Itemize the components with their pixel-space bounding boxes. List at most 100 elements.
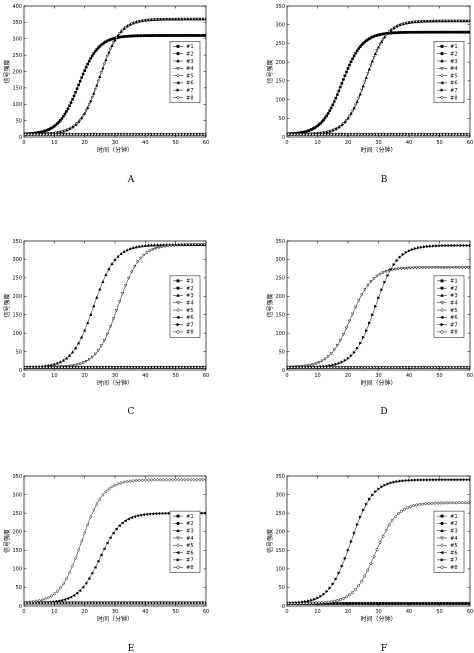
data-point [405, 21, 410, 25]
data-point [421, 266, 425, 270]
chart-panel-f: 0 10 20 30 40 50 60 0 50 100 150 200 250 300 350 时间（分钟）… [266, 474, 473, 653]
data-point [154, 247, 158, 251]
data-point [344, 366, 349, 369]
legend-entry: #3 [173, 529, 194, 535]
data-point [445, 366, 449, 369]
data-point [328, 363, 332, 368]
data-point [381, 271, 385, 275]
data-point [329, 133, 333, 136]
data-point [429, 478, 433, 482]
data-point [137, 478, 141, 483]
y-tick-label: 400 [12, 4, 22, 10]
y-tick-label: 350 [275, 239, 285, 245]
data-point [308, 133, 312, 136]
data-point [415, 133, 419, 136]
x-tick-label: 30 [112, 373, 118, 379]
legend-label: #3 [186, 59, 194, 65]
data-point [335, 601, 339, 606]
y-tick-label: 250 [12, 53, 22, 59]
data-point [439, 266, 443, 270]
data-point [408, 601, 412, 606]
data-point [408, 505, 413, 508]
data-point [51, 601, 55, 605]
data-point [48, 133, 52, 136]
data-point [33, 133, 37, 136]
x-axis-title: 时间（分钟） [360, 615, 396, 623]
data-point [108, 133, 112, 136]
y-tick-label: 100 [12, 567, 22, 573]
data-point [426, 244, 430, 249]
data-point [445, 19, 449, 23]
data-point [386, 273, 390, 278]
legend-marker [176, 286, 180, 290]
data-point [54, 133, 58, 136]
data-point [460, 501, 464, 505]
panel-label: E [128, 644, 135, 653]
data-point [122, 480, 126, 485]
y-tick-label: 250 [275, 41, 285, 47]
data-point [399, 30, 403, 34]
legend-marker [440, 565, 444, 569]
legend-label: #6 [450, 81, 458, 87]
data-point [108, 601, 112, 605]
y-tick-label: 100 [12, 102, 22, 108]
data-point [120, 521, 124, 525]
data-point [398, 479, 402, 483]
data-point [113, 257, 117, 262]
y-tick-label: 300 [275, 23, 285, 29]
data-point [196, 133, 200, 136]
data-point [99, 133, 103, 136]
legend-entry: #7 [437, 322, 458, 328]
data-point [381, 37, 385, 42]
data-point [305, 133, 309, 136]
data-point [90, 133, 94, 136]
y-tick-label: 150 [12, 86, 22, 92]
legend-entry: #7 [173, 322, 194, 328]
data-point [169, 33, 173, 37]
data-point [341, 333, 346, 337]
data-point [432, 244, 436, 248]
data-point [27, 601, 31, 605]
legend-marker [176, 307, 180, 313]
panel-label: D [380, 407, 387, 417]
data-point [60, 130, 64, 134]
data-point [392, 480, 396, 484]
data-point [314, 366, 318, 369]
data-point [305, 129, 309, 133]
series-n5 [24, 477, 206, 605]
data-point [78, 588, 82, 593]
data-point [117, 300, 122, 304]
y-tick-label: 50 [16, 585, 22, 591]
data-point [396, 31, 400, 35]
plot-data [24, 17, 206, 137]
legend-label: #7 [450, 88, 458, 94]
legend-entry: #5 [173, 543, 194, 549]
chart-panel-e: 0 10 20 30 40 50 60 0 50 100 150 200 250 300 350 时间（分钟）… [3, 474, 209, 653]
legend-marker [176, 52, 180, 56]
data-point [141, 513, 146, 517]
data-point [460, 601, 464, 606]
data-point [354, 588, 358, 591]
data-point [131, 478, 135, 483]
data-point [287, 133, 291, 136]
data-point [393, 601, 397, 606]
data-point [70, 350, 75, 354]
legend-marker [440, 293, 444, 297]
data-point [86, 522, 90, 527]
x-tick-label: 50 [172, 140, 178, 146]
data-point [357, 366, 361, 369]
data-point [151, 133, 155, 136]
data-point [389, 481, 393, 485]
data-point [166, 511, 170, 515]
data-point [166, 601, 170, 605]
data-point [116, 481, 120, 486]
data-point [135, 514, 139, 518]
data-point [360, 366, 364, 369]
data-point [181, 33, 185, 37]
legend-marker [440, 58, 444, 63]
data-point [78, 118, 82, 122]
y-tick-label: 150 [275, 548, 285, 554]
legend-entry: #3 [437, 529, 458, 535]
data-point [447, 243, 451, 248]
data-point [344, 119, 349, 123]
